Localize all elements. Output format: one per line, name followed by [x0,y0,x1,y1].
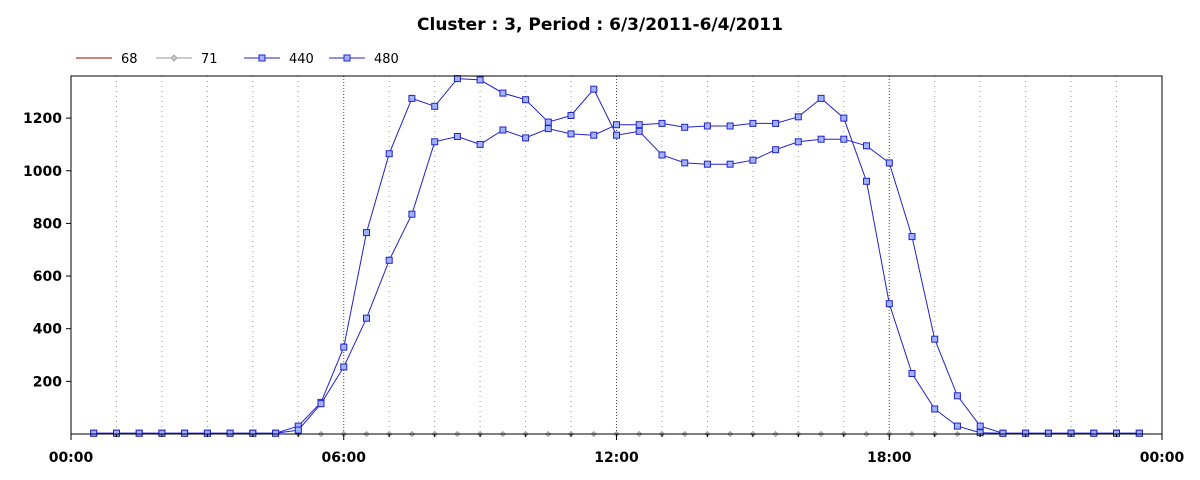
data-point [499,126,507,134]
data-point [817,94,825,102]
data-point [749,119,757,127]
plot-area-frame [70,75,1163,435]
data-point [294,426,302,434]
data-point [953,422,961,430]
x-tick-label: 18:00 [867,450,912,466]
data-point [635,121,643,129]
legend-marker [343,54,351,62]
data-point [1044,429,1052,437]
data-point [817,135,825,143]
data-point [431,102,439,110]
grid [115,76,1118,434]
legend-label: 440 [289,52,314,67]
data-point [1090,429,1098,437]
data-point [976,422,984,430]
data-point [681,123,689,131]
data-point [476,76,484,84]
x-tick-label: 12:00 [594,450,639,466]
legend-label: 68 [121,52,138,67]
data-point [567,130,575,138]
data-point [772,146,780,154]
data-point [1135,429,1143,437]
data-point [908,233,916,241]
data-point [931,335,939,343]
data-point [658,119,666,127]
data-point [703,122,711,130]
data-point [726,160,734,168]
legend-marker [170,54,178,62]
data-point [431,138,439,146]
data-point [363,314,370,322]
data-point [544,118,552,126]
series-480 [90,94,1143,437]
data-point [772,119,780,127]
data-point [317,400,325,408]
legend-item-68: 68 [76,52,138,67]
data-point [590,131,598,139]
y-tick-label: 400 [33,322,62,338]
data-point [385,256,393,264]
data-point [408,94,416,102]
data-point [340,343,348,351]
data-point [863,177,870,185]
data-point [590,85,598,93]
y-axis: 200 400 600 800 1000 1200 [23,111,71,390]
y-tick-label: 200 [33,374,62,390]
data-point [522,134,530,142]
data-point [226,429,234,437]
data-point [181,429,189,437]
data-point [885,159,893,167]
legend: 68 71 440 480 [76,52,399,67]
x-tick-label: 00:00 [49,450,94,466]
data-point [522,96,530,104]
data-point [613,131,620,139]
data-point [931,405,939,413]
data-point [90,429,98,437]
legend-label: 480 [374,52,399,67]
legend-item-71: 71 [156,52,218,67]
legend-item-440: 440 [244,52,314,67]
y-tick-label: 1000 [23,164,62,180]
data-point [635,127,643,135]
chart-title: Cluster : 3, Period : 6/3/2011-6/4/2011 [417,15,783,35]
data-point [840,114,848,122]
data-point [908,370,916,377]
data-point [658,151,666,159]
data-point [794,113,802,121]
legend-item-480: 480 [329,52,399,67]
data-point [613,121,620,129]
y-tick-label: 1200 [23,111,62,127]
data-point [476,140,484,148]
data-point [885,300,893,308]
data-point [794,138,802,146]
data-point [385,150,393,158]
data-point [499,89,507,97]
y-tick-label: 800 [33,216,62,232]
data-point [340,363,348,371]
legend-marker [258,54,266,62]
data-point [840,135,848,143]
x-tick-label: 06:00 [321,450,366,466]
data-point [863,142,870,150]
data-point [135,429,143,437]
data-point [681,159,689,167]
data-point [272,429,280,437]
legend-label: 71 [201,52,218,67]
data-point [999,429,1007,437]
x-axis: 00:00 06:00 12:00 18:00 00:00 [49,434,1185,466]
y-tick-label: 600 [33,269,62,285]
data-point [726,122,734,130]
data-point [363,229,370,237]
data-point [953,392,961,400]
x-tick-label: 00:00 [1140,450,1185,466]
data-point [453,133,461,140]
data-point [749,156,757,164]
data-point [544,125,552,133]
data-point [703,160,711,168]
data-point [408,210,416,218]
data-point [567,112,575,119]
